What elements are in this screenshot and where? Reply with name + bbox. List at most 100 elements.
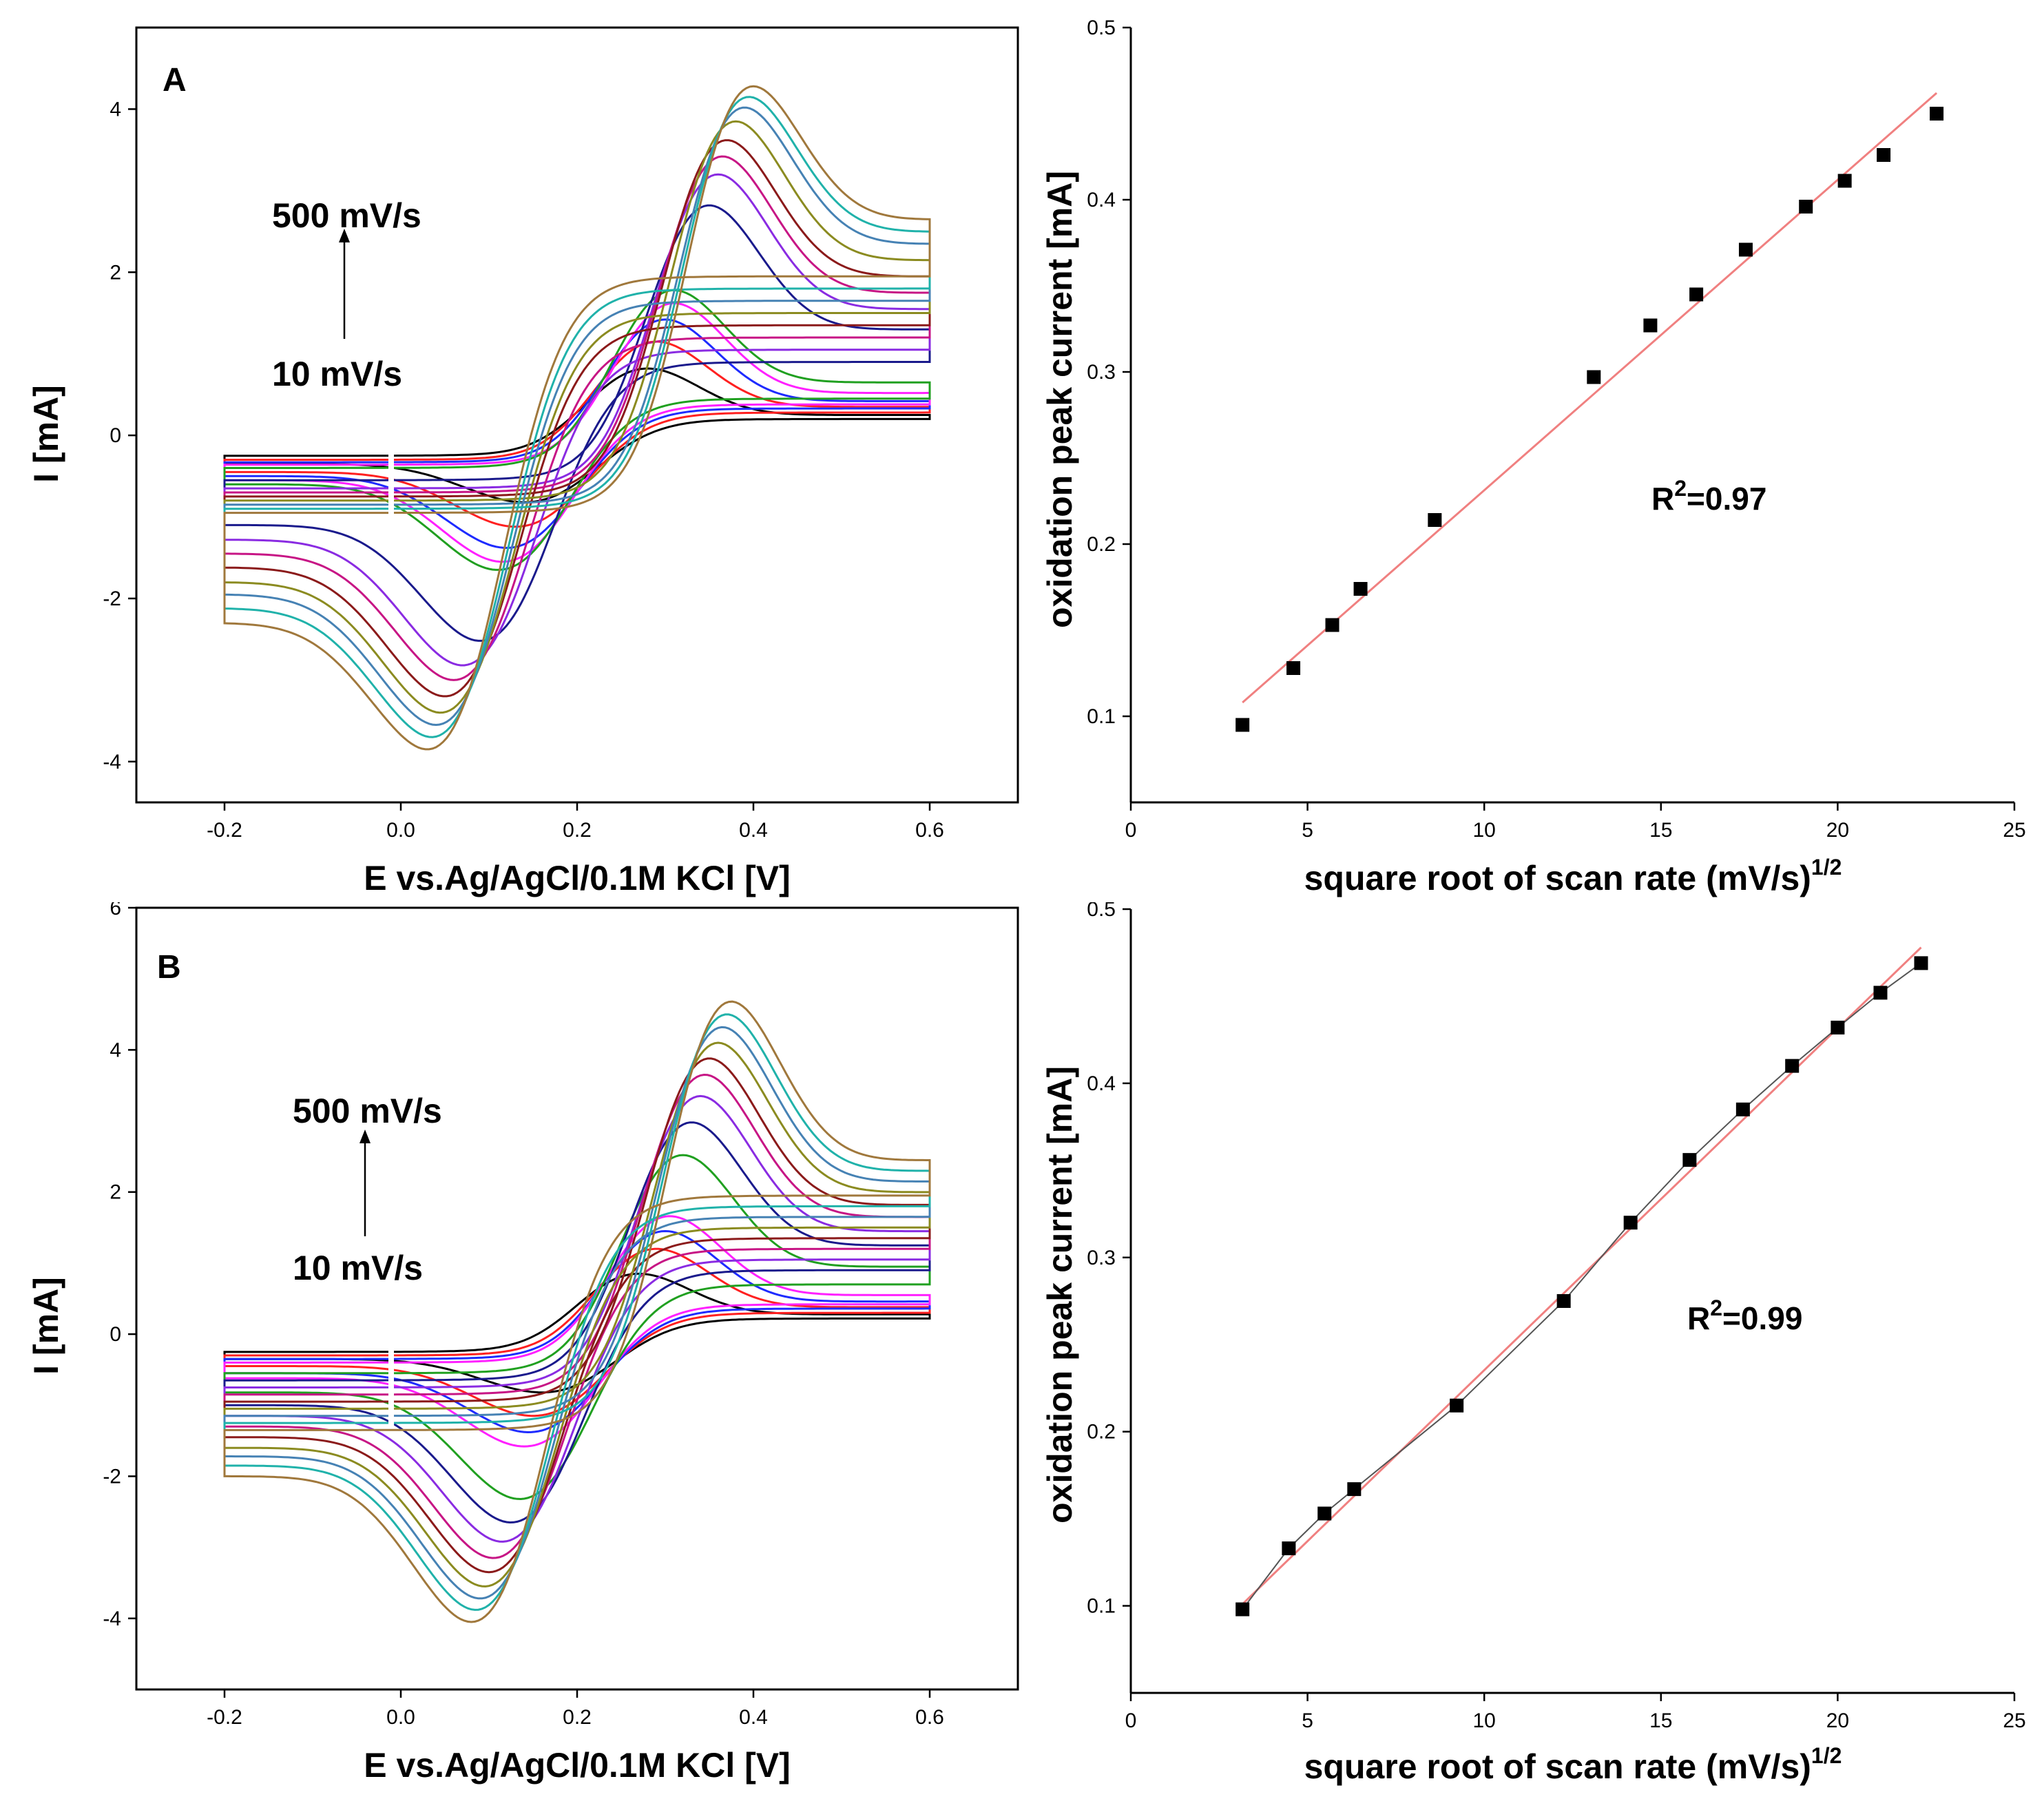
x-tick-label: 0.4 bbox=[739, 1706, 768, 1729]
fit-line bbox=[1242, 946, 1922, 1605]
data-point bbox=[1735, 1102, 1750, 1116]
data-point bbox=[1877, 148, 1891, 162]
cv-chart-b: -0.2 0.0 0.2 0.4 0.6 -4 -2 0 2 4 6 B 500 mV/s 10 m… bbox=[27, 897, 1019, 1785]
x-tick-label: 5 bbox=[1302, 819, 1313, 842]
cv-curve bbox=[223, 106, 931, 727]
data-point bbox=[1286, 661, 1301, 675]
r-squared-label: R2=0.97 bbox=[1651, 476, 1766, 517]
x-tick-label: 5 bbox=[1302, 1709, 1313, 1732]
cv-curve bbox=[223, 96, 931, 738]
y-tick-label: 0.4 bbox=[1087, 189, 1116, 211]
x-tick-label: 20 bbox=[1826, 1709, 1849, 1732]
x-tick-label: 0.4 bbox=[739, 819, 768, 842]
data-point bbox=[1689, 287, 1704, 302]
x-tick-label: 0.0 bbox=[386, 819, 415, 842]
x-tick-label: 0.6 bbox=[915, 1706, 944, 1729]
annotation-bottom: 10 mV/s bbox=[272, 355, 402, 393]
connect-line bbox=[1242, 962, 1922, 1610]
y-axis-label: oxidation peak current [mA] bbox=[1041, 1066, 1079, 1523]
y-tick-label: 0.4 bbox=[1087, 1072, 1116, 1095]
x-tick-label: 15 bbox=[1649, 819, 1672, 842]
data-point bbox=[1623, 1216, 1638, 1230]
data-point bbox=[1450, 1398, 1464, 1413]
cv-curve bbox=[223, 1247, 931, 1417]
y-tick-label: -4 bbox=[103, 751, 121, 773]
data-gap bbox=[388, 441, 394, 548]
x-tick-label: 0.0 bbox=[386, 1706, 415, 1729]
data-point bbox=[1282, 1541, 1296, 1556]
cv-curve bbox=[223, 1073, 931, 1559]
y-axis-label: oxidation peak current [mA] bbox=[1041, 171, 1079, 628]
x-tick-label: 15 bbox=[1649, 1709, 1672, 1732]
data-point bbox=[1428, 513, 1442, 527]
y-tick-label: -4 bbox=[103, 1608, 121, 1630]
fit-line-segment bbox=[1242, 92, 1938, 704]
cv-curve bbox=[223, 1154, 931, 1501]
y-axis-label: I [mA] bbox=[27, 385, 65, 483]
cv-chart-a: -0.2 0.0 0.2 0.4 0.6 -4 -2 0 2 4 A 500 mV/s 10 mV… bbox=[27, 26, 1019, 897]
panel-b-right: 0 5 10 15 20 25 0.1 0.2 0.3 0.4 0.5 R2=0.99 square… bbox=[1019, 898, 2044, 1807]
y-tick-label: 6 bbox=[110, 902, 121, 919]
cv-curve bbox=[223, 120, 931, 714]
x-tick-label: 10 bbox=[1473, 819, 1496, 842]
fit-line bbox=[1242, 92, 1938, 704]
data-point bbox=[1317, 1506, 1332, 1521]
axis-ticks: -0.2 0.0 0.2 0.4 0.6 -4 -2 0 2 4 6 bbox=[103, 897, 944, 1729]
cv-curve bbox=[223, 302, 931, 563]
cv-curve bbox=[223, 1013, 931, 1611]
data-point bbox=[1235, 718, 1250, 732]
data-points bbox=[1235, 107, 1944, 732]
y-tick-label: 0.3 bbox=[1087, 361, 1116, 384]
arrow-up-icon bbox=[359, 1130, 371, 1236]
x-tick-label: -0.2 bbox=[207, 1706, 242, 1729]
panel-label: B bbox=[157, 949, 181, 986]
x-axis-label: square root of scan rate (mV/s)1/2 bbox=[1304, 855, 1842, 897]
axis-ticks: -0.2 0.0 0.2 0.4 0.6 -4 -2 0 2 4 bbox=[103, 98, 944, 842]
cv-curve bbox=[223, 139, 931, 698]
data-point bbox=[1556, 1294, 1571, 1308]
cv-curve bbox=[223, 204, 931, 642]
y-tick-label: 0.3 bbox=[1087, 1247, 1116, 1269]
y-tick-label: 4 bbox=[110, 98, 121, 121]
arrow-up-icon bbox=[339, 229, 350, 339]
panel-b: -0.2 0.0 0.2 0.4 0.6 -4 -2 0 2 4 6 B 500 mV/s 10 m… bbox=[0, 897, 1019, 1807]
data-point bbox=[1347, 1482, 1362, 1497]
panel-a: -0.2 0.0 0.2 0.4 0.6 -4 -2 0 2 4 A 500 mV/s 10 mV… bbox=[0, 0, 1019, 902]
data-point bbox=[1682, 1153, 1697, 1167]
annotation-top: 500 mV/s bbox=[272, 196, 421, 235]
annotation-bottom: 10 mV/s bbox=[293, 1249, 423, 1287]
y-tick-label: 2 bbox=[110, 261, 121, 284]
y-tick-label: 0.5 bbox=[1087, 17, 1116, 39]
y-tick-label: 0.1 bbox=[1087, 705, 1116, 728]
scatter-chart-b: 0 5 10 15 20 25 0.1 0.2 0.3 0.4 0.5 R2=0.99 square… bbox=[1041, 898, 2026, 1786]
x-tick-label: -0.2 bbox=[207, 819, 242, 842]
data-point bbox=[1831, 1020, 1845, 1034]
cv-curve bbox=[223, 367, 931, 503]
y-tick-label: 0.5 bbox=[1087, 902, 1116, 921]
data-point bbox=[1785, 1059, 1800, 1073]
x-tick-label: 0 bbox=[1125, 1709, 1137, 1732]
axis-ticks: 0 5 10 15 20 25 0.1 0.2 0.3 0.4 0.5 bbox=[1087, 898, 2025, 1732]
data-point bbox=[1353, 582, 1368, 596]
panel-a-right: 0 5 10 15 20 25 0.1 0.2 0.3 0.4 0.5 R2=0.97 square… bbox=[1019, 0, 2044, 902]
y-tick-label: 0.2 bbox=[1087, 533, 1116, 556]
y-tick-label: -2 bbox=[103, 1465, 121, 1488]
annotation-top: 500 mV/s bbox=[293, 1092, 442, 1130]
data-gap bbox=[388, 1331, 394, 1427]
x-axis-label: E vs.Ag/AgCl/0.1M KCl [V] bbox=[364, 859, 791, 897]
cv-curve bbox=[223, 318, 931, 550]
y-axis-label: I [mA] bbox=[27, 1277, 65, 1375]
data-points bbox=[1235, 956, 1928, 1616]
data-point bbox=[1914, 956, 1928, 970]
x-axis-label: E vs.Ag/AgCl/0.1M KCl [V] bbox=[364, 1746, 791, 1785]
x-tick-label: 10 bbox=[1473, 1709, 1496, 1732]
y-tick-label: 0 bbox=[110, 1323, 121, 1346]
connect-path bbox=[1242, 962, 1922, 1610]
cv-curve bbox=[223, 1121, 931, 1524]
y-tick-label: 0.1 bbox=[1087, 1595, 1116, 1618]
cv-curves bbox=[223, 1000, 931, 1623]
data-point bbox=[1587, 370, 1601, 384]
data-point bbox=[1325, 618, 1339, 632]
data-point bbox=[1738, 242, 1753, 257]
plot-frame bbox=[135, 906, 1019, 1691]
